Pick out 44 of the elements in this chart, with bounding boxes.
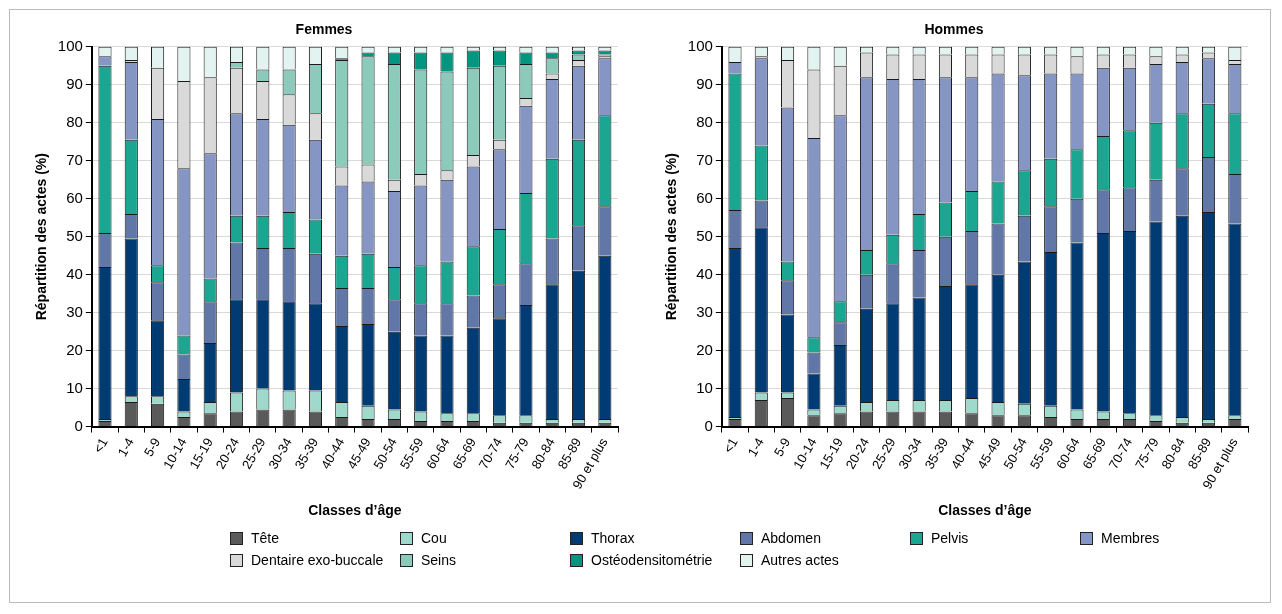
y-tick-label: 0	[74, 416, 83, 434]
y-tick-label: 10	[696, 378, 713, 396]
y-tick-label: 20	[696, 340, 713, 358]
y-tick-label: 0	[704, 416, 713, 434]
y-tick-label: 30	[66, 302, 83, 320]
x-tick-label: 1-4	[744, 435, 767, 460]
y-tick-label: 20	[66, 340, 83, 358]
x-tick-label: <1	[720, 435, 741, 456]
y-tick-label: 30	[696, 302, 713, 320]
y-tick-label: 40	[696, 264, 713, 282]
y-tick-label: 60	[696, 188, 713, 206]
legend-label: Pelvis	[931, 530, 969, 546]
legend-label: Cou	[421, 530, 447, 546]
legend-label: Membres	[1101, 530, 1160, 546]
y-tick-label: 80	[696, 112, 713, 130]
legend-label: Dentaire exo-buccale	[251, 552, 384, 568]
y-tick-label: 50	[696, 226, 713, 244]
y-tick-label: 100	[57, 36, 83, 54]
y-tick-label: 90	[696, 74, 713, 92]
y-tick-label: 50	[66, 226, 83, 244]
x-axis-title: Classes d’âge	[938, 502, 1032, 519]
x-tick-label: <1	[90, 435, 111, 456]
y-axis-title: Répartition des actes (%)	[663, 153, 680, 321]
x-tick-label: 5-9	[770, 435, 794, 460]
legend-label: Autres actes	[761, 552, 839, 568]
legend-label: Ostéodensitométrie	[591, 552, 713, 568]
y-tick-label: 60	[66, 188, 83, 206]
y-tick-label: 70	[66, 150, 83, 168]
y-tick-label: 40	[66, 264, 83, 282]
x-axis-title: Classes d’âge	[308, 502, 402, 519]
y-tick-label: 100	[687, 36, 713, 54]
y-axis-title: Répartition des actes (%)	[33, 153, 50, 321]
x-tick-label: 5-9	[140, 435, 164, 460]
chart-title: Femmes	[295, 21, 353, 38]
x-tick-label: 1-4	[114, 435, 137, 460]
y-tick-label: 10	[66, 378, 83, 396]
legend-label: Thorax	[591, 530, 635, 546]
chart-title: Hommes	[924, 21, 984, 38]
legend-label: Seins	[421, 552, 457, 568]
legend-label: Tête	[251, 530, 280, 546]
y-tick-label: 70	[696, 150, 713, 168]
y-tick-label: 80	[66, 112, 83, 130]
legend-label: Abdomen	[761, 530, 821, 546]
y-tick-label: 90	[66, 74, 83, 92]
